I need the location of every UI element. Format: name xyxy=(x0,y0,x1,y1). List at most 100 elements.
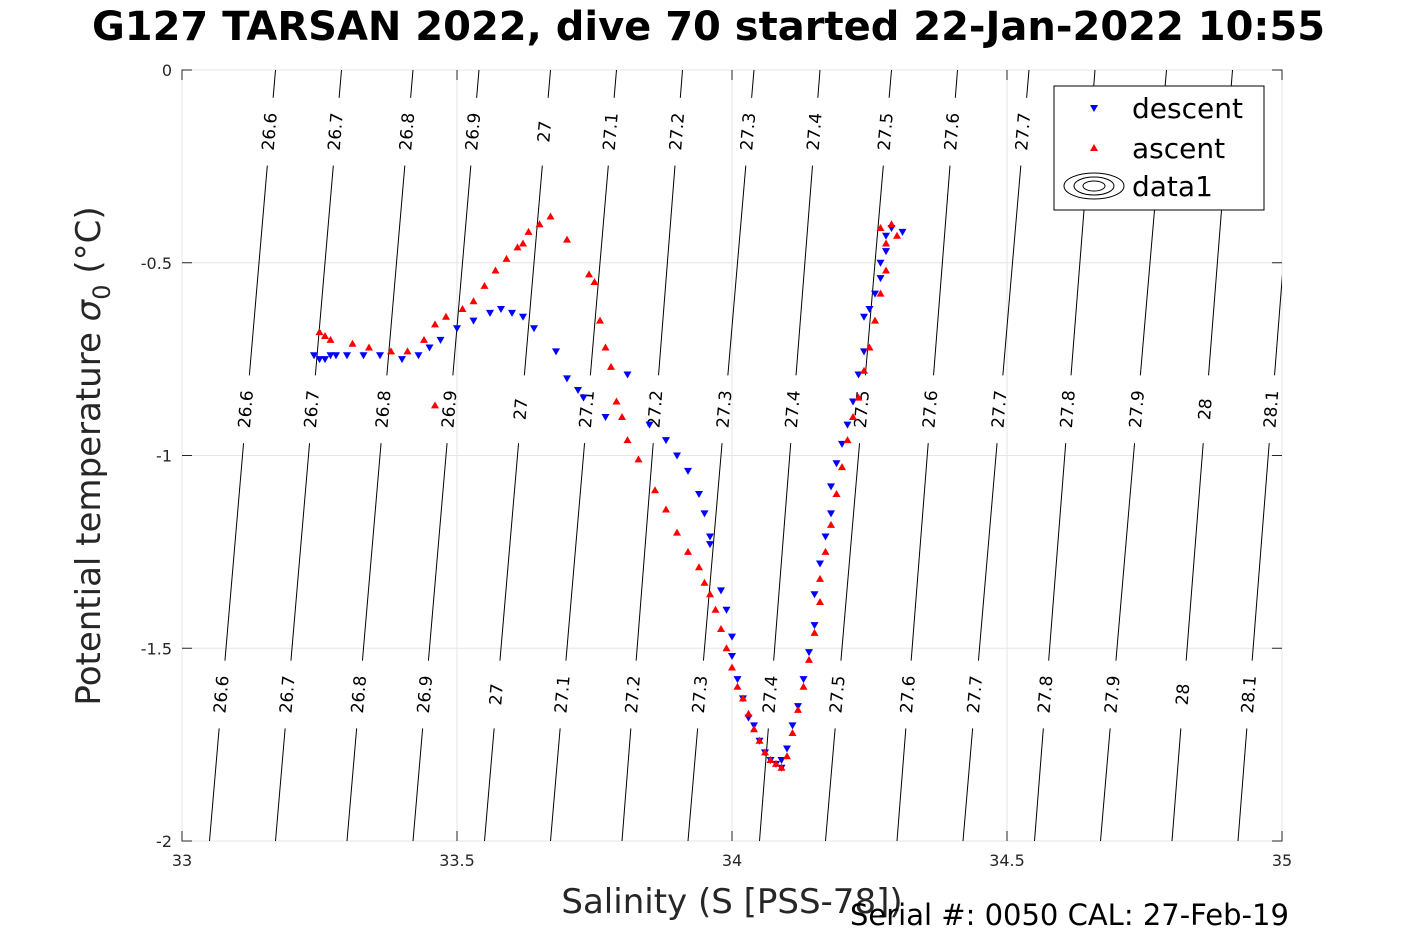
ascent-point xyxy=(326,335,335,343)
legend-label: data1 xyxy=(1132,170,1213,203)
ascent-point xyxy=(717,624,725,632)
isopycnal-line xyxy=(1115,443,1136,661)
x-axis-label: Salinity (S [PSS-78]) xyxy=(561,882,902,922)
isopycnal-line xyxy=(412,728,424,841)
isopycnal-line xyxy=(910,443,929,661)
ascent-point xyxy=(799,682,808,690)
descent-point xyxy=(882,248,890,256)
legend-label: descent xyxy=(1132,92,1243,125)
ascent-point xyxy=(469,297,478,305)
descent-point xyxy=(700,510,709,518)
descent-point xyxy=(706,533,714,541)
ascent-point xyxy=(854,393,863,401)
contour-label: 27.4 xyxy=(760,675,783,714)
y-axis-label-unit: (°C) xyxy=(69,206,109,284)
descent-point xyxy=(453,325,461,333)
ascent-point xyxy=(871,316,879,324)
descent-point xyxy=(810,591,819,599)
chart-title: G127 TARSAN 2022, dive 70 started 22-Jan… xyxy=(91,4,1326,50)
descent-point xyxy=(414,352,423,360)
ascent-point xyxy=(513,243,522,251)
contour-label: 27.1 xyxy=(576,390,599,429)
descent-point xyxy=(645,421,654,429)
isopycnal-line xyxy=(550,728,561,841)
descent-point xyxy=(326,352,335,360)
descent-point xyxy=(706,541,714,549)
ascent-point xyxy=(480,281,489,289)
legend-ascent-marker xyxy=(1090,144,1098,151)
descent-point xyxy=(876,259,885,267)
descent-point xyxy=(673,452,681,460)
descent-point xyxy=(359,352,368,360)
isopycnal-line xyxy=(361,443,382,661)
legend-contour-marker xyxy=(1073,176,1115,196)
ascent-point xyxy=(524,227,533,235)
isopycnal-line xyxy=(1100,728,1111,841)
contour-label: 27.2 xyxy=(666,112,689,151)
descent-point xyxy=(310,352,318,360)
y-axis-label-symbol: σ xyxy=(69,298,109,321)
descent-point xyxy=(469,317,478,325)
isopycnal-line xyxy=(427,443,448,661)
ascent-point xyxy=(860,366,868,374)
contour-label: 27.9 xyxy=(1126,390,1149,429)
descent-point xyxy=(876,275,885,283)
isopycnal-line xyxy=(817,70,821,98)
isopycnal-line xyxy=(825,728,836,841)
isopycnal-line xyxy=(613,70,617,98)
ascent-point xyxy=(618,412,626,420)
contour-label: 27 xyxy=(486,683,508,706)
contour-label: 27 xyxy=(511,398,533,421)
contour-label: 27.8 xyxy=(1035,675,1058,714)
ascent-point xyxy=(442,312,450,320)
x-tick-label: 33 xyxy=(172,851,192,870)
x-tick-label: 33.5 xyxy=(439,851,475,870)
isopycnal-line xyxy=(1296,70,1298,98)
isopycnal-line xyxy=(658,165,676,376)
ascent-point xyxy=(590,278,599,286)
ascent-point xyxy=(607,362,615,370)
isopycnal-line xyxy=(547,70,551,98)
isopycnal-line xyxy=(977,443,998,661)
ascent-point xyxy=(832,490,841,498)
descent-point xyxy=(860,313,868,321)
y-axis-label-main: Potential temperature xyxy=(69,321,109,705)
ascent-point xyxy=(403,347,412,355)
descent-point xyxy=(574,386,582,394)
ascent-point xyxy=(739,694,747,702)
ascent-point xyxy=(321,331,329,339)
isopycnal-line xyxy=(795,165,813,376)
descent-point xyxy=(508,309,516,317)
descent-point xyxy=(497,306,505,314)
contour-label: 28.1 xyxy=(1238,675,1261,714)
ascent-point xyxy=(651,486,659,494)
data-points xyxy=(310,212,907,772)
ascent-point xyxy=(882,239,890,247)
y-tick-label: -2 xyxy=(156,832,172,851)
contour-label: 27.3 xyxy=(737,112,760,151)
isopycnal-line xyxy=(346,728,358,841)
contour-label: 27.3 xyxy=(689,675,712,714)
isopycnal-line xyxy=(751,70,755,98)
isopycnal-line xyxy=(476,70,480,98)
descent-point xyxy=(315,356,324,364)
ascent-point xyxy=(838,463,846,471)
legend-contour-marker xyxy=(1063,172,1125,200)
isopycnal-line xyxy=(499,443,520,661)
y-tick-label: 0 xyxy=(162,61,172,80)
isopycnal-line xyxy=(1251,443,1270,661)
contour-label: 27.5 xyxy=(826,675,849,714)
ascent-point xyxy=(882,266,890,274)
isopycnal-line xyxy=(1274,273,1282,376)
descent-point xyxy=(827,483,835,491)
isopycnal-line xyxy=(275,728,286,841)
isopycnal-line xyxy=(1002,165,1022,376)
isopycnal-line xyxy=(386,165,406,376)
y-tick-label: -0.5 xyxy=(141,254,172,273)
contour-label: 26.9 xyxy=(438,390,461,429)
isopycnal-line xyxy=(272,70,276,98)
isopycnal-line xyxy=(840,443,861,661)
axis-ticks: 33 33.5 34 34.5 35 0 -0.5 -1 -1.5 -2 xyxy=(141,61,1292,870)
isopycnal-line xyxy=(773,443,792,661)
ascent-point xyxy=(673,528,681,536)
